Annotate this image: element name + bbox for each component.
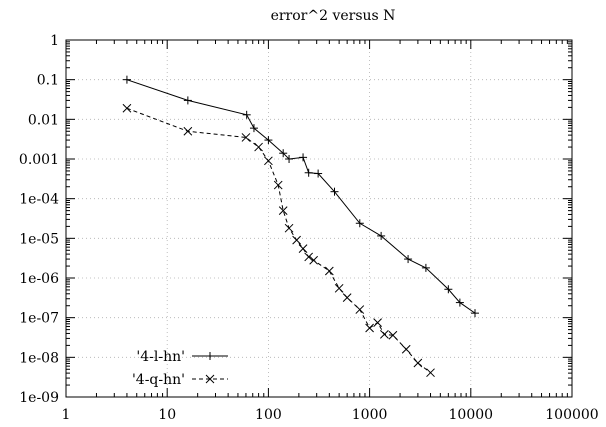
series-2-point: [264, 156, 273, 166]
y-tick-label: 1: [50, 33, 59, 49]
series-1-point: [285, 155, 294, 163]
series-1-line: [126, 79, 476, 314]
series-2-point: [413, 358, 423, 368]
series-1-point: [264, 136, 273, 145]
series-2-point: [309, 255, 319, 265]
series-2-point: [273, 180, 283, 190]
series-layer: [122, 75, 479, 378]
legend-label-1: '4-l-hn': [136, 349, 185, 365]
series-2-point: [278, 206, 288, 215]
x-axis-tick-labels: 1 10 100 1000 10000 100000: [62, 407, 599, 423]
series-2-point: [298, 244, 308, 253]
y-tick-label: 0.001: [19, 152, 59, 168]
series-1-point: [249, 124, 258, 133]
x-tick-label: 100: [255, 407, 282, 423]
series-1-point: [470, 309, 479, 318]
y-tick-label: 0.1: [37, 73, 59, 89]
y-tick-label: 1e-09: [19, 390, 59, 406]
series-1-point: [242, 110, 251, 119]
series-2-point: [304, 252, 314, 262]
series-2-point: [373, 318, 382, 327]
series-1-point: [122, 75, 131, 84]
x-tick-label: 10: [158, 407, 176, 423]
y-tick-label: 1e-06: [19, 271, 59, 287]
series-1-point: [377, 231, 386, 240]
series-1-point: [314, 169, 323, 178]
legend-marker-2: [205, 374, 215, 384]
series-1-point: [421, 263, 430, 272]
y-tick-label: 0.01: [28, 112, 59, 128]
series-1-point: [183, 96, 192, 105]
series-1: [122, 75, 479, 318]
series-1-point: [404, 255, 413, 264]
series-1-point: [330, 187, 339, 196]
legend-marker-1: [206, 352, 214, 360]
chart-title: error^2 versus N: [271, 8, 396, 24]
series-2-point: [355, 305, 365, 314]
series-2-point: [122, 103, 132, 113]
legend-label-2: '4-q-hn': [132, 372, 185, 388]
axis-ticks: [65, 39, 573, 398]
legend: '4-l-hn' '4-q-hn': [132, 349, 228, 388]
series-2-point: [401, 344, 411, 354]
x-tick-label: 1: [62, 407, 71, 423]
series-1-point: [355, 219, 364, 228]
x-tick-label: 1000: [352, 407, 388, 423]
series-2-point: [380, 329, 389, 339]
x-tick-label: 100000: [545, 407, 598, 423]
series-2-point: [292, 235, 301, 245]
y-tick-label: 1e-05: [19, 231, 59, 247]
series-2-point: [342, 293, 352, 302]
y-tick-label: 1e-08: [19, 350, 59, 366]
series-2-point: [284, 223, 294, 233]
plot-frame: [65, 39, 573, 398]
series-2-point: [334, 283, 344, 293]
series-1-point: [299, 153, 308, 162]
series-2: [122, 103, 435, 378]
y-axis-tick-labels: 1 0.1 0.01 0.001 1e-04 1e-05 1e-06 1e-07 1e-08 1e…: [19, 33, 59, 406]
series-2-point: [254, 142, 263, 152]
series-2-point: [426, 368, 435, 378]
series-1-point: [279, 149, 288, 158]
grid-lines: [66, 40, 572, 397]
series-1-point: [455, 298, 464, 307]
series-2-point: [324, 266, 334, 276]
series-1-point: [304, 168, 313, 177]
y-tick-label: 1e-04: [19, 192, 59, 208]
series-2-point: [388, 330, 398, 340]
series-2-point: [241, 133, 251, 142]
series-1-point: [444, 285, 453, 294]
x-tick-label: 10000: [449, 407, 494, 423]
series-2-point: [183, 126, 193, 136]
series-2-point: [365, 323, 374, 333]
y-tick-label: 1e-07: [19, 311, 59, 327]
